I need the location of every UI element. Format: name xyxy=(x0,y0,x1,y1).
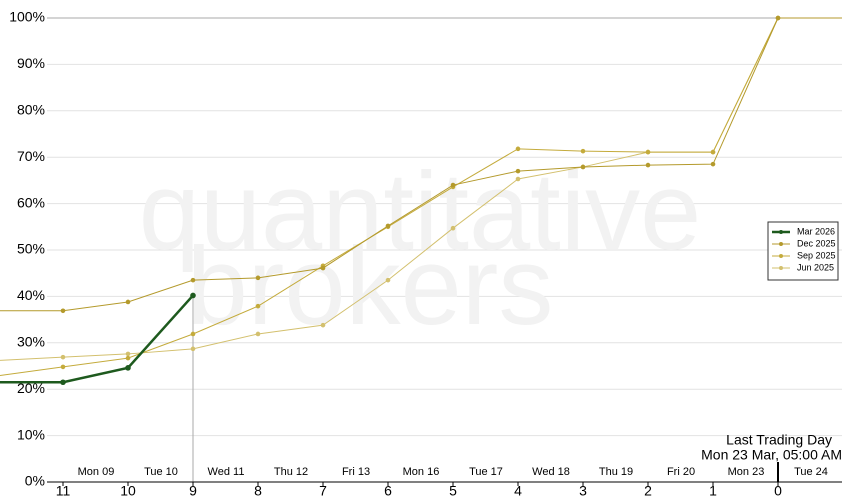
point xyxy=(125,351,131,357)
point xyxy=(580,164,586,170)
y-tick-label: 100% xyxy=(9,9,45,25)
x-tick-label: 8 xyxy=(254,483,262,499)
legend-label: Sep 2025 xyxy=(797,250,836,260)
day-label: Fri 20 xyxy=(667,466,695,478)
day-label: Wed 11 xyxy=(208,466,245,478)
point xyxy=(580,148,586,154)
point xyxy=(515,168,521,174)
legend-swatch xyxy=(779,230,783,234)
point xyxy=(190,277,196,283)
day-label: Mon 09 xyxy=(78,466,115,478)
point xyxy=(775,15,781,21)
point xyxy=(255,303,261,309)
day-label: Mon 23 xyxy=(728,466,765,478)
day-label: Mon 16 xyxy=(403,466,440,478)
point xyxy=(645,149,651,155)
legend-label: Dec 2025 xyxy=(797,238,836,248)
day-label: Tue 24 xyxy=(794,466,828,478)
point xyxy=(450,182,456,188)
x-tick-label: 4 xyxy=(514,483,522,499)
day-label: Thu 19 xyxy=(599,466,633,478)
point xyxy=(60,364,66,370)
point xyxy=(385,277,391,283)
y-tick-label: 50% xyxy=(17,241,45,257)
watermark: quantitative xyxy=(139,150,702,273)
point xyxy=(60,379,66,386)
day-label: Wed 18 xyxy=(532,466,570,478)
legend-label: Jun 2025 xyxy=(797,262,834,272)
watermark: brokers xyxy=(187,225,554,348)
legend-swatch xyxy=(779,266,783,270)
y-tick-label: 20% xyxy=(17,380,45,396)
point xyxy=(385,223,391,229)
series-extension xyxy=(0,366,64,376)
day-label: Tue 10 xyxy=(144,466,178,478)
x-tick-label: 11 xyxy=(56,483,71,499)
x-tick-label: 6 xyxy=(384,483,392,499)
point xyxy=(450,225,456,231)
point xyxy=(255,331,261,337)
y-tick-label: 90% xyxy=(17,55,45,71)
x-tick-label: 1 xyxy=(709,483,717,499)
point xyxy=(710,149,716,155)
annotation: Mon 23 Mar, 05:00 AM xyxy=(701,447,842,463)
point xyxy=(190,292,196,299)
y-tick-label: 0% xyxy=(25,473,45,489)
y-tick-label: 10% xyxy=(17,426,45,442)
point xyxy=(255,275,261,281)
point xyxy=(320,265,326,271)
y-tick-label: 70% xyxy=(17,148,45,164)
x-tick-label: 5 xyxy=(449,483,457,499)
x-tick-label: 9 xyxy=(189,483,197,499)
x-tick-label: 2 xyxy=(644,483,652,499)
annotation: Last Trading Day xyxy=(726,432,832,448)
day-label: Fri 13 xyxy=(342,466,370,478)
x-tick-label: 0 xyxy=(774,483,782,499)
y-tick-label: 40% xyxy=(17,287,45,303)
point xyxy=(515,176,521,182)
series-extension xyxy=(0,356,64,361)
point xyxy=(190,331,196,337)
point xyxy=(320,322,326,328)
point xyxy=(710,161,716,167)
point xyxy=(645,162,651,168)
point xyxy=(125,299,131,305)
point xyxy=(190,346,196,352)
y-tick-label: 80% xyxy=(17,102,45,118)
day-label: Tue 17 xyxy=(469,466,503,478)
day-label: Thu 12 xyxy=(274,466,308,478)
legend-swatch xyxy=(779,254,783,258)
x-tick-label: 7 xyxy=(319,483,327,499)
y-tick-label: 30% xyxy=(17,334,45,350)
point xyxy=(125,365,131,371)
legend-swatch xyxy=(779,242,783,246)
x-tick-label: 10 xyxy=(120,483,136,499)
series-line xyxy=(62,17,779,368)
y-tick-label: 60% xyxy=(17,194,45,210)
point xyxy=(515,146,521,152)
series-line xyxy=(62,17,779,312)
x-tick-label: 3 xyxy=(579,483,587,499)
point xyxy=(60,354,66,360)
legend-label: Mar 2026 xyxy=(797,226,835,236)
point xyxy=(60,308,66,314)
point xyxy=(125,355,131,361)
